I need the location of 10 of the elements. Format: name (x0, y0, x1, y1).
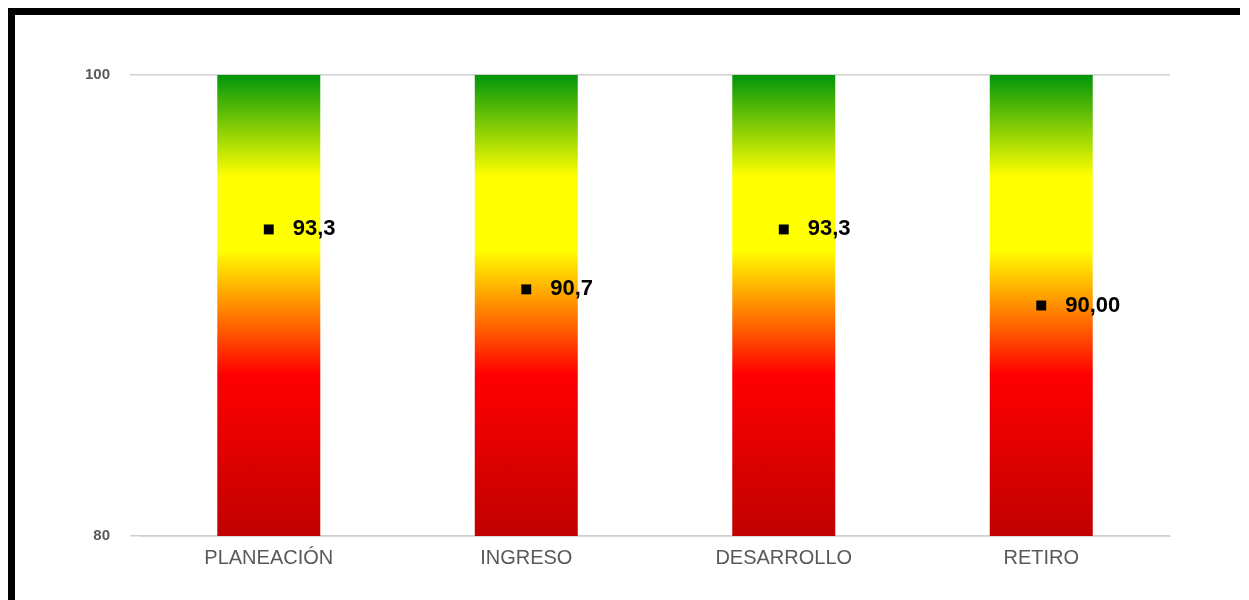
x-tick-label: PLANEACIÓN (204, 545, 334, 568)
point (1036, 300, 1047, 311)
x-tick-label: INGRESO (480, 545, 573, 568)
y-tick-label: 100 (85, 65, 111, 83)
x-tick-label: RETIRO (1003, 545, 1080, 568)
x-tick-label: DESARROLLO (715, 545, 853, 568)
point (263, 224, 274, 235)
point (521, 284, 532, 295)
point (778, 224, 789, 235)
y-tick-label: 80 (93, 526, 111, 544)
